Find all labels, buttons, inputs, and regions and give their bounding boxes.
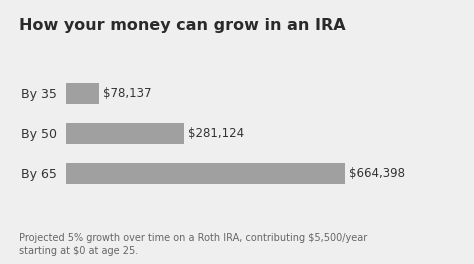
Bar [66,83,99,104]
Text: $664,398: $664,398 [349,167,405,180]
Bar [66,163,345,184]
Text: How your money can grow in an IRA: How your money can grow in an IRA [19,18,346,34]
Bar [66,123,184,144]
Text: Projected 5% growth over time on a Roth IRA, contributing $5,500/year
starting a: Projected 5% growth over time on a Roth … [19,233,367,256]
Text: $281,124: $281,124 [189,127,245,140]
Text: $78,137: $78,137 [103,87,152,100]
